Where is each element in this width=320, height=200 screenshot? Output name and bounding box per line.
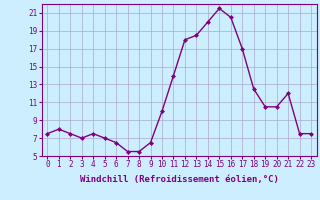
X-axis label: Windchill (Refroidissement éolien,°C): Windchill (Refroidissement éolien,°C) — [80, 175, 279, 184]
